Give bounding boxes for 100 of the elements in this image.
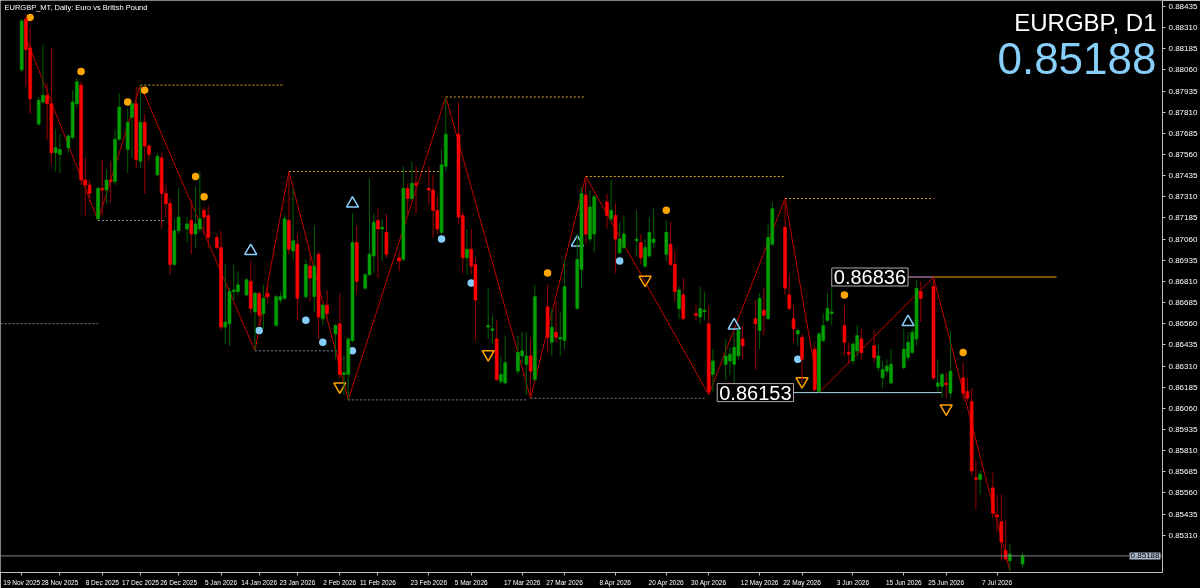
point	[437, 235, 446, 243]
point	[840, 291, 849, 299]
candlestick	[104, 169, 109, 205]
candlestick	[753, 299, 758, 370]
candlestick	[728, 346, 732, 375]
point	[200, 193, 208, 201]
y-tick-label: 0.88310	[1168, 23, 1198, 33]
candlestick	[698, 286, 703, 325]
y-tick-label: 0.85685	[1168, 467, 1198, 477]
y-tick-label: 0.87185	[1168, 213, 1198, 223]
candlestick	[787, 274, 792, 311]
y-tick-label: 0.85935	[1168, 425, 1198, 434]
y-tick-label: 0.87935	[1168, 86, 1198, 96]
point	[255, 326, 263, 335]
y-tick-label: 0.86685	[1168, 298, 1198, 308]
point	[638, 275, 652, 288]
y-tick-label: 0.86560	[1168, 319, 1198, 329]
candlestick	[948, 330, 953, 399]
candlestick	[155, 152, 160, 177]
candlestick	[325, 289, 329, 320]
candlestick	[321, 302, 325, 326]
candlestick	[694, 304, 698, 321]
candlestick	[918, 280, 923, 323]
y-tick-label: 0.87560	[1168, 150, 1198, 159]
candlestick	[859, 328, 864, 360]
point	[302, 316, 310, 325]
annotation: 0.85188	[997, 33, 1157, 83]
candlestick	[935, 358, 940, 392]
candlestick	[681, 277, 686, 321]
point	[959, 348, 967, 357]
y-tick-label: 0.86310	[1168, 361, 1198, 371]
candlestick	[380, 218, 384, 262]
candlestick	[978, 470, 982, 496]
point	[939, 404, 953, 417]
candlestick	[999, 494, 1004, 562]
candlestick	[889, 348, 893, 386]
y-tick-label: 0.86435	[1168, 340, 1198, 350]
y-tick-label: 0.87435	[1168, 171, 1198, 181]
candlestick	[142, 113, 147, 194]
annotation: EURGBP, D1	[1014, 8, 1157, 36]
candlestick	[829, 286, 834, 326]
y-tick-label: 0.87310	[1168, 192, 1198, 202]
candlestick	[516, 335, 520, 375]
candlestick	[503, 335, 507, 386]
point	[662, 206, 671, 215]
candlestick	[410, 160, 414, 201]
candlestick	[677, 286, 681, 320]
point	[615, 257, 624, 265]
annotation: 0.86153	[719, 381, 792, 404]
y-tick-label: 0.87685	[1168, 128, 1198, 138]
point	[794, 355, 802, 364]
y-tick-label: 0.88060	[1168, 65, 1198, 75]
annotation: 0.86836	[833, 266, 907, 289]
candlestick	[376, 208, 380, 279]
y-tick-label: 0.85310	[1168, 530, 1198, 540]
candlestick	[846, 341, 851, 365]
candlestick	[397, 250, 401, 272]
ref-line-label: 0.85188	[1130, 551, 1161, 561]
candlestick	[550, 308, 554, 357]
candlestick	[872, 330, 876, 364]
candlestick	[236, 270, 240, 296]
point	[140, 86, 149, 94]
y-tick-label: 0.88435	[1168, 1, 1198, 11]
candlestick	[202, 206, 206, 235]
y-tick-label: 0.88185	[1168, 44, 1198, 54]
candlestick	[265, 282, 270, 304]
y-tick-label: 0.87060	[1168, 234, 1198, 244]
candlestick	[605, 192, 609, 230]
candlestick	[130, 101, 134, 159]
candlestick	[291, 187, 295, 260]
candlestick	[800, 333, 804, 384]
candlestick	[100, 159, 105, 216]
point	[481, 349, 495, 362]
candlestick	[622, 214, 626, 250]
candlestick	[762, 287, 766, 337]
candlestick	[702, 291, 707, 321]
y-tick-label: 0.86060	[1168, 403, 1198, 413]
point	[348, 347, 357, 355]
point	[77, 67, 85, 76]
point	[26, 13, 34, 22]
candlestick	[711, 348, 715, 392]
candlestick	[414, 165, 418, 215]
y-tick-label: 0.86935	[1168, 255, 1198, 265]
point	[795, 377, 809, 389]
candlestick	[902, 328, 906, 370]
y-tick-label: 0.87810	[1168, 107, 1198, 117]
candlestick	[528, 336, 533, 399]
candlestick	[944, 372, 948, 399]
candlestick	[253, 291, 257, 352]
candlestick	[244, 277, 249, 298]
candlestick	[940, 372, 944, 399]
candlestick	[261, 284, 266, 330]
candlestick	[613, 203, 618, 274]
candlestick	[206, 204, 211, 249]
candlestick	[524, 331, 529, 396]
y-tick-label: 0.86185	[1168, 382, 1198, 392]
y-tick-label: 0.85435	[1168, 509, 1198, 519]
candlestick	[465, 228, 469, 276]
point	[333, 382, 347, 395]
candlestick	[639, 233, 643, 265]
